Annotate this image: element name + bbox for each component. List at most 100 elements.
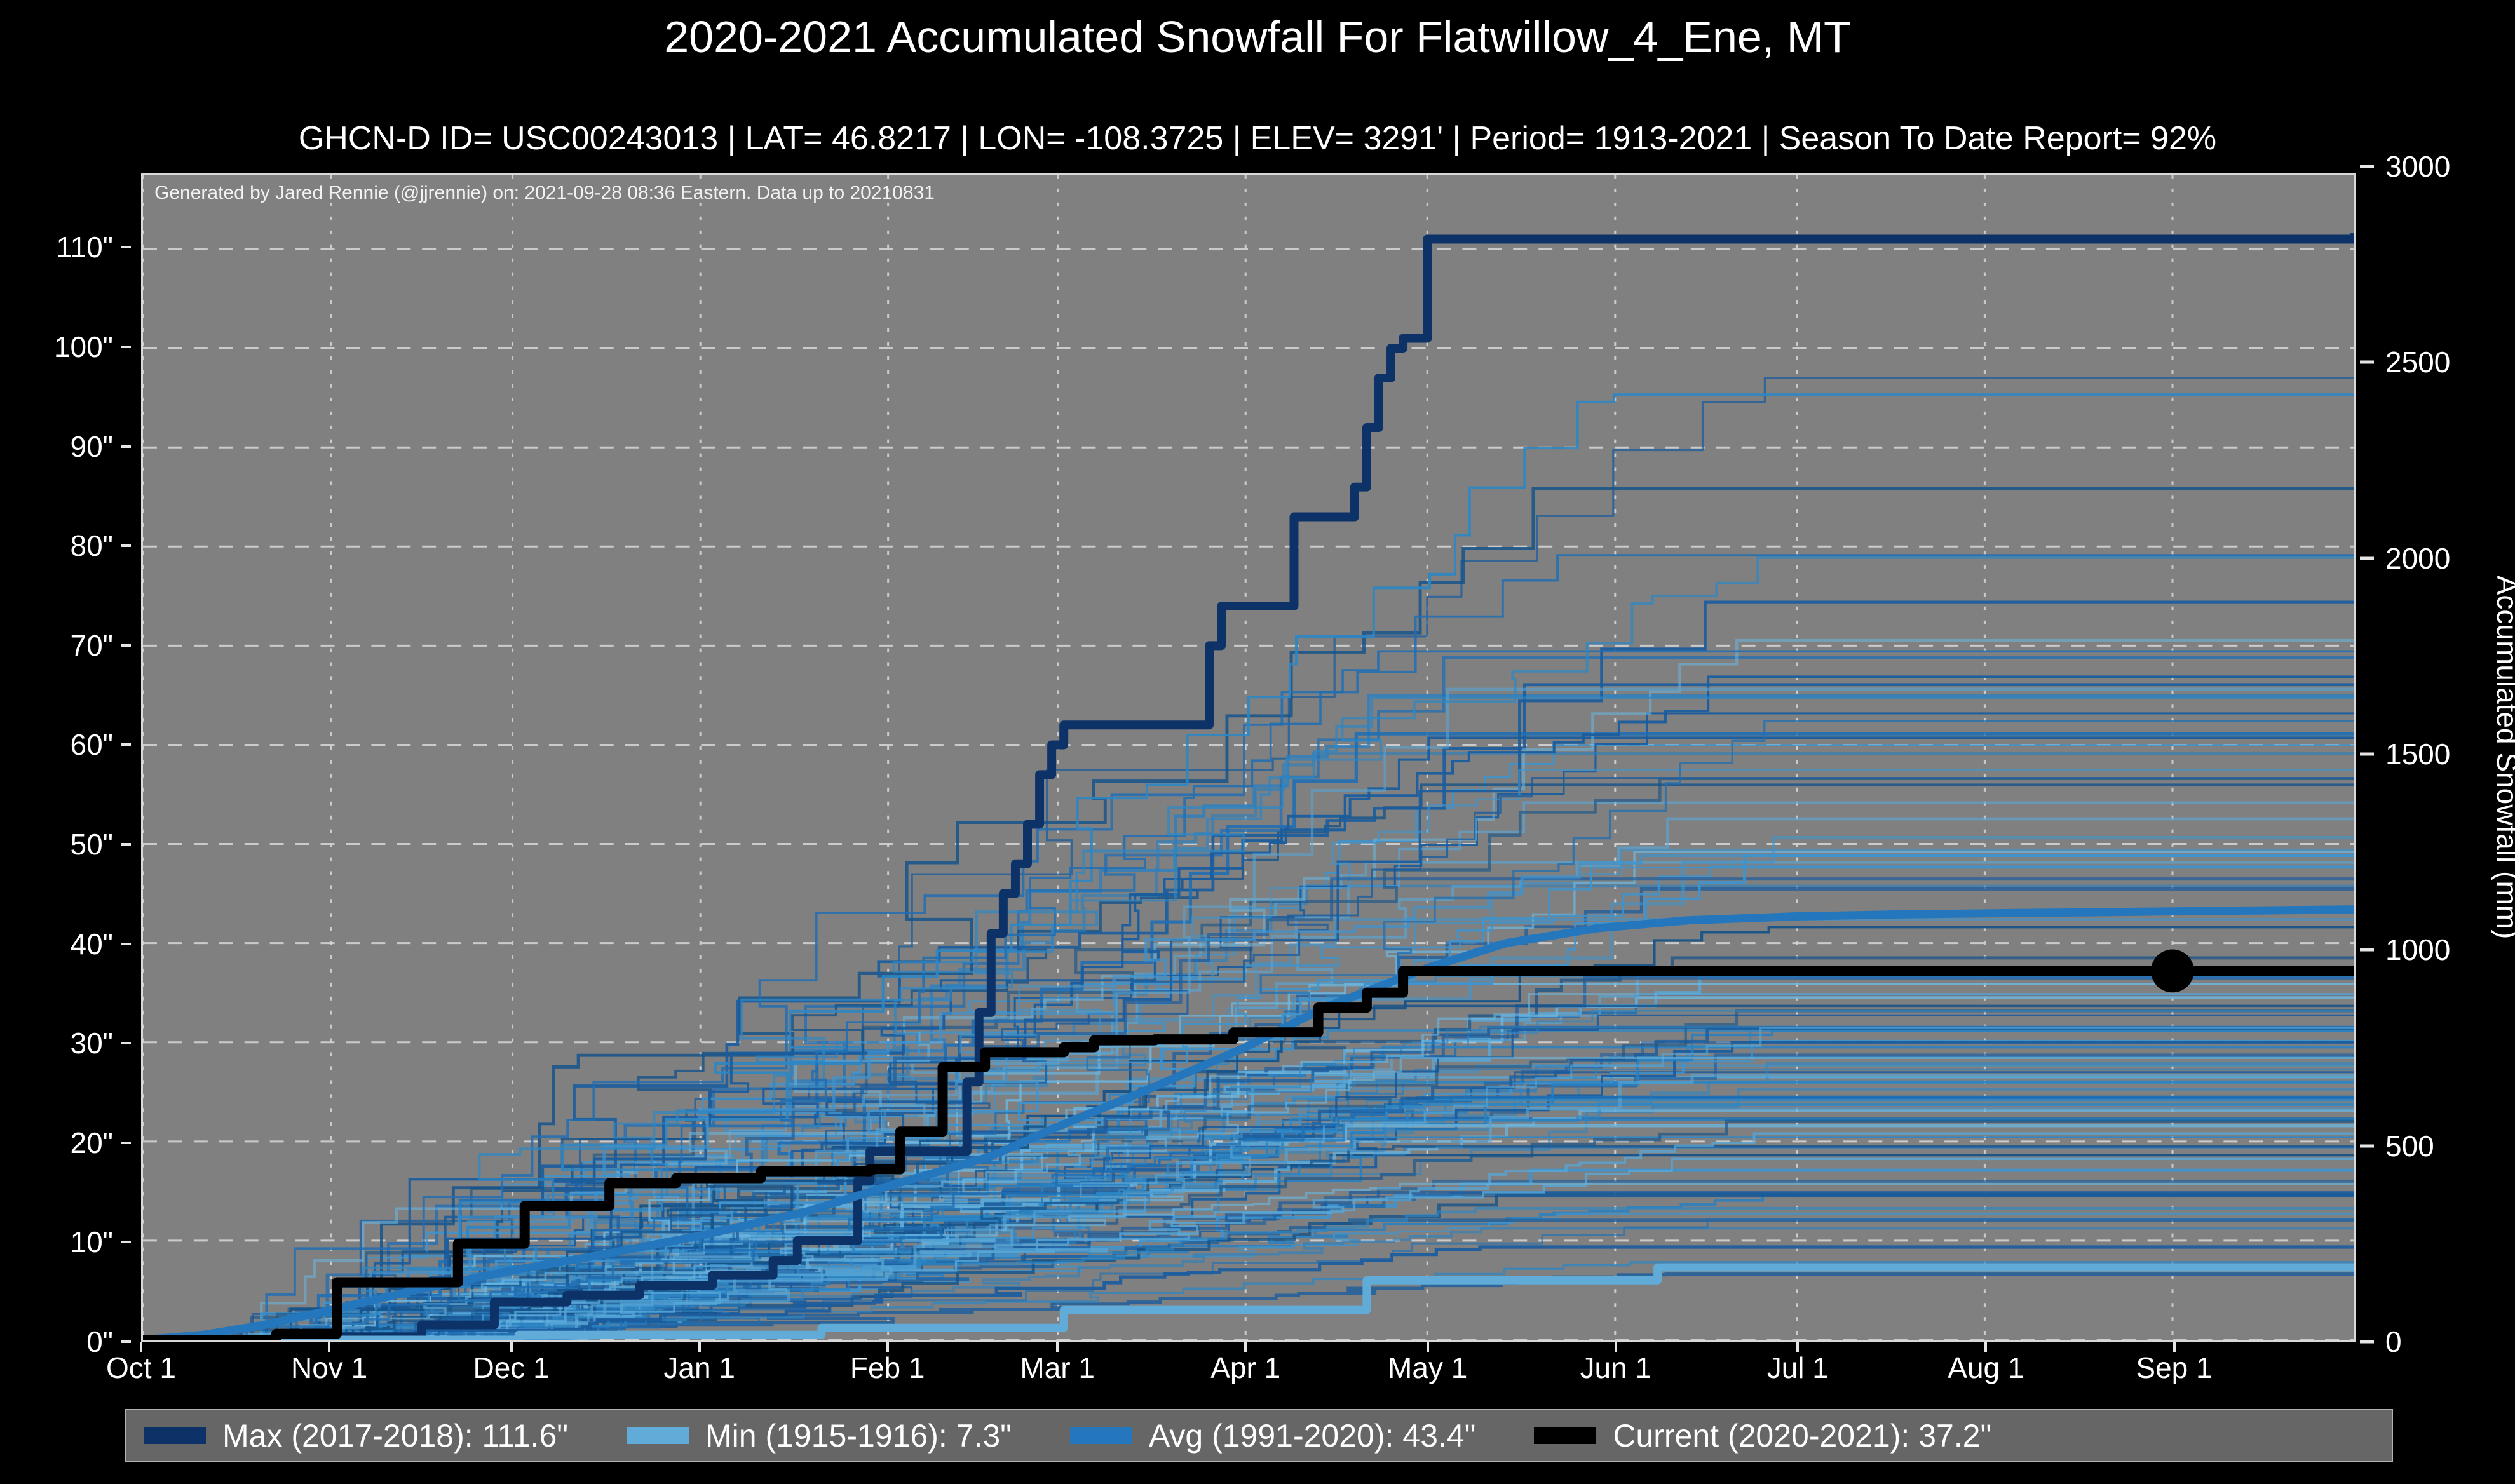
series-end-marker-current bbox=[2151, 949, 2194, 993]
x-axis-tick-mark bbox=[886, 1342, 889, 1352]
background-season-line bbox=[143, 1095, 2354, 1340]
x-axis-tick-mark bbox=[328, 1342, 331, 1352]
y-axis-right-tick-mark bbox=[2360, 165, 2374, 168]
background-season-line bbox=[143, 783, 2354, 1340]
y-axis-left-tick-mark bbox=[121, 1042, 131, 1045]
legend-item[interactable]: Min (1915-1916): 7.3" bbox=[627, 1417, 1012, 1454]
y-axis-left-tick-mark bbox=[121, 1241, 131, 1244]
x-axis-tick-mark bbox=[1244, 1342, 1247, 1352]
y-axis-left-tick-mark bbox=[121, 445, 131, 448]
background-season-line bbox=[143, 877, 2354, 1340]
x-axis-tick-label: Apr 1 bbox=[1210, 1351, 1281, 1384]
legend-color-swatch bbox=[627, 1427, 689, 1444]
background-season-line bbox=[143, 1025, 2354, 1340]
background-season-line bbox=[143, 1182, 2354, 1340]
background-season-line bbox=[143, 1227, 2354, 1340]
x-axis-tick-mark bbox=[698, 1342, 701, 1352]
background-season-line bbox=[143, 650, 2354, 1340]
y-axis-left-tick-mark bbox=[121, 346, 131, 348]
background-season-line bbox=[143, 1119, 2354, 1340]
background-season-line bbox=[143, 801, 2354, 1340]
background-season-line bbox=[143, 600, 2354, 1340]
y-axis-right-tick-mark bbox=[2360, 556, 2374, 560]
y-axis-left-tick-mark bbox=[121, 1141, 131, 1144]
chart-legend[interactable]: Max (2017-2018): 111.6" Min (1915-1916): … bbox=[125, 1409, 2393, 1462]
background-season-lines bbox=[143, 376, 2354, 1340]
y-axis-left-tick-mark bbox=[121, 644, 131, 647]
plot-area[interactable]: Generated by Jared Rennie (@jjrennie) on… bbox=[141, 173, 2356, 1342]
y-axis-right-tick-label: 2500 bbox=[2385, 346, 2451, 379]
background-season-line bbox=[143, 554, 2354, 1340]
background-season-line bbox=[143, 777, 2354, 1340]
y-axis-right-tick-mark bbox=[2360, 1340, 2374, 1344]
legend-item-label: Avg (1991-2020): 43.4" bbox=[1148, 1418, 1476, 1454]
legend-item[interactable]: Current (2020-2021): 37.2" bbox=[1534, 1417, 1991, 1454]
legend-color-swatch bbox=[1534, 1427, 1597, 1444]
y-axis-right-tick-label: 1000 bbox=[2385, 933, 2451, 967]
highlighted-series bbox=[143, 233, 2354, 1340]
y-axis-right-tick-mark bbox=[2360, 1144, 2374, 1148]
y-axis-left-tick-label: 0" bbox=[86, 1325, 113, 1358]
background-season-line bbox=[143, 732, 2354, 1340]
legend-color-swatch bbox=[1069, 1427, 1132, 1444]
legend-item[interactable]: Max (2017-2018): 111.6" bbox=[144, 1417, 568, 1454]
credit-annotation: Generated by Jared Rennie (@jjrennie) on… bbox=[154, 182, 935, 203]
series-line-current bbox=[143, 966, 2354, 1340]
x-axis-tick-label: Jul 1 bbox=[1766, 1351, 1829, 1384]
figure-subtitle: GHCN-D ID= USC00243013 | LAT= 46.8217 | … bbox=[298, 120, 2217, 157]
y-axis-left: Accumulated Snowfall (inches) 0"10"20"30… bbox=[0, 173, 131, 1358]
background-season-line bbox=[143, 683, 2354, 1340]
legend-item-label: Current (2020-2021): 37.2" bbox=[1613, 1418, 1992, 1454]
y-axis-left-tick-mark bbox=[121, 942, 131, 945]
x-axis-tick-label: Feb 1 bbox=[850, 1351, 925, 1384]
legend-item-label: Max (2017-2018): 111.6" bbox=[222, 1418, 568, 1454]
y-axis-right-tick-label: 0 bbox=[2385, 1325, 2402, 1358]
y-axis-left-tick-label: 90" bbox=[70, 429, 114, 463]
series-line-min bbox=[143, 1263, 2354, 1340]
y-axis-right-label: Accumulated Snowfall (mm) bbox=[2491, 575, 2515, 940]
y-axis-left-tick-mark bbox=[121, 743, 131, 746]
background-season-line bbox=[143, 656, 2354, 1340]
x-axis-tick-mark bbox=[510, 1342, 513, 1352]
x-axis-tick-mark bbox=[1984, 1342, 1988, 1352]
y-axis-left-tick-label: 70" bbox=[70, 628, 114, 662]
background-season-line bbox=[143, 675, 2354, 1340]
legend-item[interactable]: Avg (1991-2020): 43.4" bbox=[1069, 1417, 1476, 1454]
background-season-line bbox=[143, 1073, 2354, 1340]
y-axis-left-tick-label: 100" bbox=[53, 330, 113, 363]
y-axis-left-tick-label: 40" bbox=[70, 927, 114, 961]
legend-item-label: Min (1915-1916): 7.3" bbox=[705, 1418, 1012, 1454]
x-axis-tick-mark bbox=[1614, 1342, 1617, 1352]
x-axis-tick-label: Oct 1 bbox=[106, 1351, 176, 1384]
background-season-line bbox=[143, 556, 2354, 1340]
y-axis-left-tick-label: 10" bbox=[70, 1225, 114, 1259]
x-axis-tick-label: Sep 1 bbox=[2136, 1351, 2213, 1384]
y-axis-left-tick-label: 80" bbox=[70, 529, 114, 563]
x-axis-tick-mark bbox=[140, 1342, 142, 1352]
y-axis-left-tick-label: 20" bbox=[70, 1126, 114, 1159]
background-season-line bbox=[143, 1218, 2354, 1340]
y-axis-right-tick-label: 3000 bbox=[2385, 150, 2451, 184]
y-axis-left-tick-mark bbox=[121, 1340, 131, 1343]
y-axis-left-tick-label: 50" bbox=[70, 828, 114, 861]
y-axis-left-tick-label: 60" bbox=[70, 728, 114, 762]
y-axis-right: Accumulated Snowfall (mm) 0 500 1000 1500 20… bbox=[2356, 150, 2515, 1358]
chart-canvas bbox=[143, 175, 2354, 1340]
x-axis-tick-label: Dec 1 bbox=[473, 1351, 550, 1384]
x-axis-tick-label: Nov 1 bbox=[291, 1351, 368, 1384]
y-axis-right-tick-label: 500 bbox=[2385, 1129, 2434, 1163]
page-title: 2020-2021 Accumulated Snowfall For Flatw… bbox=[664, 12, 1851, 62]
x-axis-tick-mark bbox=[1056, 1342, 1059, 1352]
y-axis-left-tick-label: 30" bbox=[70, 1027, 114, 1060]
x-axis-tick-label: Aug 1 bbox=[1948, 1351, 2024, 1384]
background-season-line bbox=[143, 639, 2354, 1340]
y-axis-left-tick-mark bbox=[121, 246, 131, 249]
x-axis-tick-mark bbox=[1796, 1342, 1800, 1352]
y-axis-left-tick-mark bbox=[121, 544, 131, 548]
y-axis-right-tick-mark bbox=[2360, 360, 2374, 364]
x-axis-tick-label: Mar 1 bbox=[1020, 1351, 1095, 1384]
background-season-line bbox=[143, 854, 2354, 1340]
x-axis-tick-label: May 1 bbox=[1388, 1351, 1468, 1384]
x-axis-tick-label: Jun 1 bbox=[1580, 1351, 1652, 1384]
